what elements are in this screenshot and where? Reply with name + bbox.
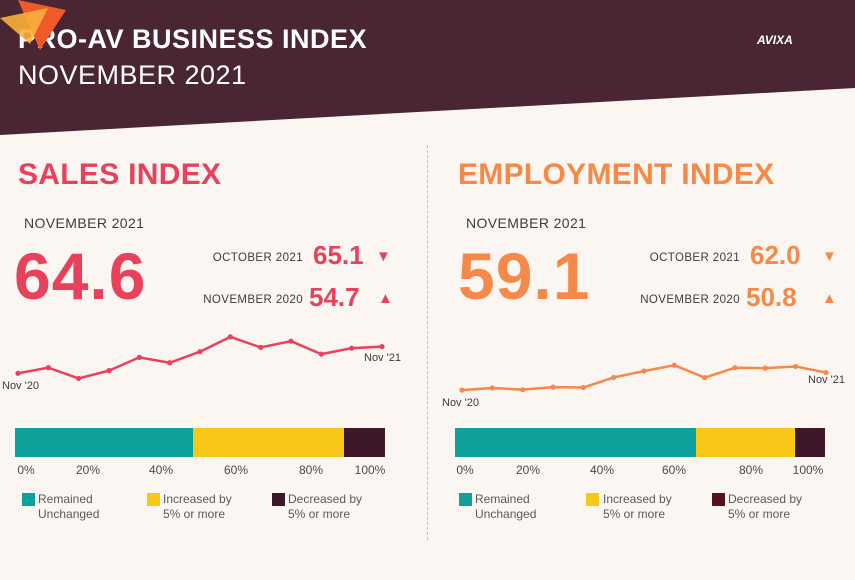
sales-sparkline-point-7 <box>227 334 233 340</box>
sales-legend-decreased: Decreased by 5% or more <box>288 492 363 521</box>
employment-sparkline-point-7 <box>671 362 677 368</box>
employment-current-month: NOVEMBER 2021 <box>466 215 587 231</box>
sales-sparkline-point-2 <box>76 375 82 382</box>
employment-sparkline-point-4 <box>580 384 586 391</box>
sales-sparkline-point-4 <box>136 354 142 360</box>
employment-legend-decreased-swatch <box>712 493 725 506</box>
sales-current-month: NOVEMBER 2021 <box>24 215 145 231</box>
employment-nov20-arrow-icon: ▲ <box>822 290 837 307</box>
sales-legend-decreased-swatch <box>272 493 285 506</box>
sales-legend-remained: Remained Unchanged <box>38 492 100 521</box>
employment-tick-40: 40% <box>589 463 615 477</box>
employment-legend-remained: Remained Unchanged <box>475 492 537 521</box>
sales-tick-100: 100% <box>354 463 386 477</box>
sales-sparkline-point-9 <box>288 338 294 344</box>
employment-nov20-value: 50.8 <box>746 282 797 312</box>
sales-sparkline-point-0 <box>15 370 21 376</box>
sales-bar-segment-decreased <box>344 428 385 457</box>
employment-sparkline-point-2 <box>520 387 526 393</box>
employment-legend-increased-swatch <box>586 493 599 506</box>
employment-oct-label: OCTOBER 2021 <box>649 252 740 264</box>
sales-nov20-arrow-icon: ▲ <box>378 290 393 307</box>
employment-legend-increased: Increased by 5% or more <box>603 492 672 521</box>
sales-sparkline-point-5 <box>167 360 173 366</box>
sales-legend-remained-swatch <box>22 493 35 506</box>
sales-bar-segment-remained <box>15 428 193 457</box>
sales-current-value: 64.6 <box>14 239 147 313</box>
employment-start-label: Nov '20 <box>442 397 479 409</box>
report-subtitle: NOVEMBER 2021 <box>18 60 247 90</box>
employment-oct-value: 62.0 <box>750 240 801 270</box>
employment-tick-100: 100% <box>792 463 824 477</box>
sales-sparkline-point-11 <box>349 345 355 351</box>
employment-sparkline-point-10 <box>762 365 768 371</box>
employment-sparkline-point-0 <box>459 387 465 393</box>
employment-index-heading: EMPLOYMENT INDEX <box>458 158 775 191</box>
employment-sparkline-point-1 <box>489 385 495 391</box>
sales-sparkline-point-8 <box>258 344 264 350</box>
sales-tick-80: 80% <box>298 463 324 477</box>
panel-divider <box>427 145 428 540</box>
employment-bar-segment-increased <box>695 428 796 457</box>
employment-current-value: 59.1 <box>458 239 591 313</box>
employment-legend-remained-swatch <box>459 493 472 506</box>
employment-bar-segment-remained <box>455 428 696 457</box>
employment-panel: EMPLOYMENT INDEX NOVEMBER 2021 59.1 OCTO… <box>428 0 855 580</box>
employment-nov20-label: NOVEMBER 2020 <box>640 294 740 306</box>
sales-tick-20: 20% <box>75 463 101 477</box>
sales-index-heading: SALES INDEX <box>18 158 222 191</box>
employment-legend-decreased: Decreased by 5% or more <box>728 492 803 521</box>
logo-text: AVIXA <box>757 33 793 47</box>
sales-legend-increased-swatch <box>147 493 160 506</box>
employment-end-label: Nov '21 <box>808 374 845 386</box>
employment-sparkline-point-11 <box>793 363 799 370</box>
sales-sparkline-point-10 <box>318 351 324 357</box>
sales-sparkline-point-3 <box>106 368 112 374</box>
employment-sparkline-point-12 <box>823 369 829 376</box>
employment-sparkline-point-3 <box>550 384 556 390</box>
sales-sparkline-point-1 <box>45 365 51 371</box>
employment-sparkline-point-6 <box>641 368 647 374</box>
sales-legend-increased: Increased by 5% or more <box>163 492 232 521</box>
employment-tick-60: 60% <box>661 463 687 477</box>
employment-tick-0: 0% <box>456 463 474 477</box>
sales-oct-label: OCTOBER 2021 <box>212 252 303 264</box>
avixa-logo <box>0 0 66 50</box>
sales-oct-arrow-icon: ▼ <box>376 248 391 265</box>
sales-sparkline <box>15 334 385 382</box>
sales-end-label: Nov '21 <box>364 352 401 364</box>
employment-tick-80: 80% <box>738 463 764 477</box>
employment-bar-segment-decreased <box>795 428 825 457</box>
sales-tick-60: 60% <box>223 463 249 477</box>
employment-sparkline-point-9 <box>732 365 738 371</box>
employment-sparkline-point-8 <box>702 375 708 381</box>
employment-tick-20: 20% <box>515 463 541 477</box>
sales-nov20-value: 54.7 <box>309 282 360 312</box>
employment-sparkline-point-5 <box>611 374 617 381</box>
sales-nov20-label: NOVEMBER 2020 <box>203 294 303 306</box>
sales-tick-0: 0% <box>17 463 35 477</box>
sales-sparkline-point-12 <box>379 343 385 350</box>
sales-sparkline-line <box>17 335 383 380</box>
sales-tick-40: 40% <box>148 463 174 477</box>
sales-panel: SALES INDEX NOVEMBER 2021 64.6 OCTOBER 2… <box>0 0 427 580</box>
sales-bar-segment-increased <box>192 428 345 457</box>
employment-oct-arrow-icon: ▼ <box>822 248 837 265</box>
banner-background <box>0 0 855 135</box>
sales-oct-value: 65.1 <box>313 240 364 270</box>
header-banner: PRO-AV BUSINESS INDEX NOVEMBER 2021 AVIX… <box>0 0 855 135</box>
employment-sparkline <box>459 362 829 393</box>
report-title: PRO-AV BUSINESS INDEX <box>18 24 368 54</box>
sales-sparkline-point-6 <box>197 349 203 355</box>
sales-start-label: Nov '20 <box>2 380 39 392</box>
